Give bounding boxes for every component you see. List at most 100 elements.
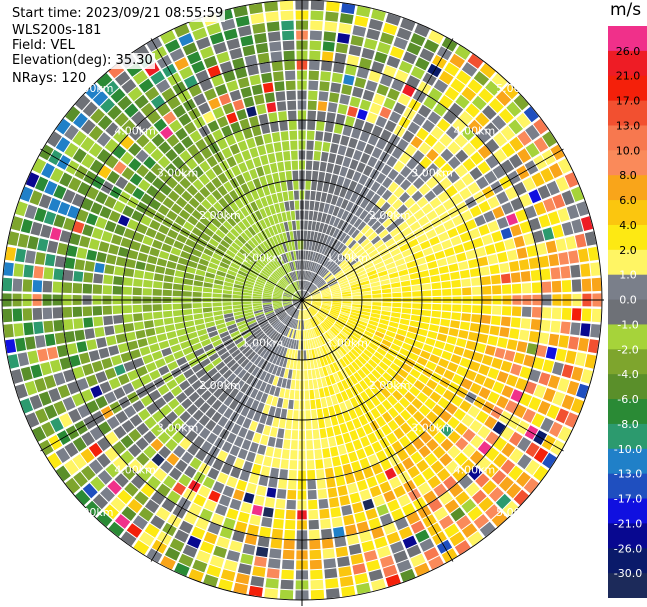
range-gate [213, 201, 224, 213]
range-gate [84, 328, 95, 340]
range-gate [203, 312, 213, 318]
range-gate [183, 511, 198, 525]
range-gate [293, 230, 297, 240]
range-gate [326, 276, 335, 283]
range-gate [278, 280, 287, 288]
range-gate [350, 334, 360, 343]
range-gate [259, 381, 267, 392]
range-gate [219, 331, 230, 339]
range-gate [541, 281, 552, 293]
range-gate [523, 106, 539, 123]
range-gate [283, 326, 289, 336]
range-gate [44, 404, 58, 420]
range-gate [326, 112, 336, 123]
range-gate [253, 288, 263, 293]
range-gate [528, 257, 540, 269]
range-gate [310, 10, 324, 21]
range-gate [438, 265, 449, 274]
range-gate [125, 258, 136, 269]
range-gate [369, 384, 380, 395]
range-gate [409, 203, 421, 214]
range-gate [336, 242, 345, 252]
range-gate [223, 28, 238, 41]
range-gate [337, 444, 347, 455]
range-gate [229, 189, 239, 201]
ring-label: 1.00km [242, 336, 284, 349]
range-gate [286, 379, 292, 389]
range-gate [234, 280, 244, 286]
range-gate [431, 282, 441, 290]
range-gate [265, 311, 275, 317]
range-gate [452, 374, 464, 385]
range-gate [259, 257, 268, 266]
range-gate [271, 457, 281, 468]
range-gate [280, 254, 287, 264]
range-gate [135, 329, 146, 339]
range-gate [333, 240, 342, 250]
range-gate [434, 204, 447, 216]
range-gate [188, 197, 200, 209]
range-gate [351, 361, 360, 371]
range-gate [257, 358, 265, 368]
range-gate [305, 281, 310, 291]
range-gate [276, 345, 283, 355]
range-gate [252, 566, 266, 577]
range-gate [461, 127, 475, 141]
range-gate [368, 517, 381, 530]
range-gate [189, 254, 200, 263]
colorbar-segment [608, 249, 647, 276]
range-gate [546, 404, 560, 420]
range-gate [286, 358, 291, 369]
range-gate [37, 238, 49, 252]
range-gate [270, 260, 278, 270]
range-gate [459, 232, 471, 243]
range-gate [52, 281, 63, 293]
range-gate [208, 97, 221, 110]
range-gate [406, 171, 419, 184]
range-gate [339, 187, 348, 198]
ring-label: 5.00km [496, 506, 538, 519]
range-gate [244, 312, 254, 317]
range-gate [155, 507, 171, 521]
range-gate [348, 239, 357, 249]
range-gate [327, 102, 338, 113]
range-gate [238, 162, 248, 173]
range-gate [352, 25, 367, 37]
range-gate [341, 344, 350, 353]
range-gate [120, 237, 132, 248]
range-gate [462, 304, 472, 313]
range-gate [323, 457, 333, 468]
range-gate [495, 493, 512, 510]
range-gate [332, 206, 340, 217]
range-gate [437, 468, 451, 482]
range-gate [32, 158, 47, 174]
range-gate [250, 201, 259, 212]
range-gate [462, 428, 476, 442]
range-gate [314, 348, 319, 358]
range-gate [174, 322, 185, 330]
range-gate [530, 269, 541, 281]
range-gate [94, 262, 105, 273]
range-gate [192, 291, 202, 297]
range-gate [233, 5, 248, 18]
range-gate [371, 355, 381, 365]
range-gate [455, 491, 470, 506]
range-gate [432, 184, 444, 196]
range-gate [543, 388, 556, 403]
range-gate [469, 450, 484, 465]
range-gate [424, 134, 438, 147]
range-gate [411, 244, 422, 254]
range-gate [163, 475, 177, 489]
range-gate [462, 158, 476, 172]
range-gate [307, 319, 312, 329]
range-gate [381, 399, 393, 411]
range-gate [114, 514, 131, 529]
range-gate [472, 305, 482, 314]
range-gate [246, 277, 256, 283]
range-gate [469, 205, 482, 218]
range-gate [202, 302, 212, 308]
range-gate [348, 180, 358, 191]
range-gate [383, 97, 396, 110]
range-gate [208, 206, 219, 217]
range-gate [319, 161, 327, 172]
